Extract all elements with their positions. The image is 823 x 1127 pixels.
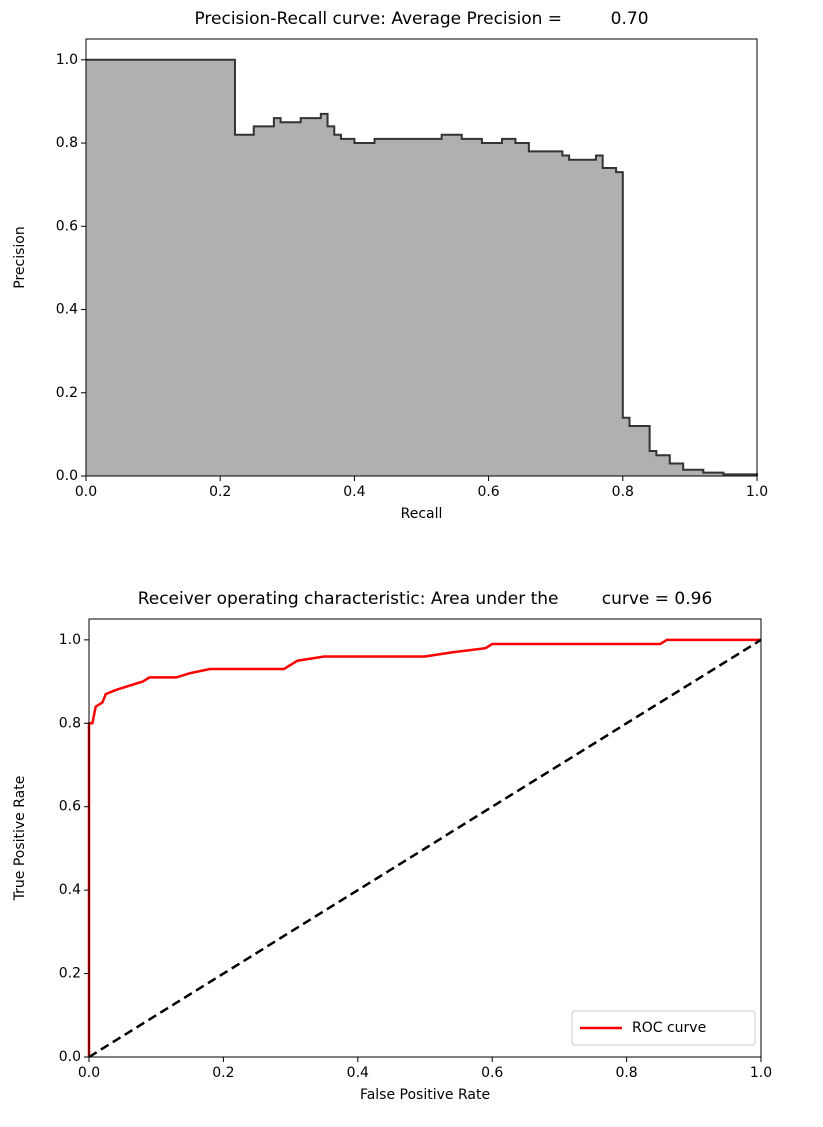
y-tick-label: 0.2: [56, 385, 78, 401]
series-line: [87, 638, 761, 1057]
y-tick-label: 1.0: [56, 52, 78, 68]
y-axis-label: Precision: [12, 226, 28, 288]
legend-label: ROC curve: [632, 1020, 706, 1036]
x-tick-label: 0.8: [612, 484, 634, 500]
legend-box: [571, 1010, 756, 1046]
x-tick-label: 0.2: [212, 1065, 234, 1081]
x-tick-label: 1.0: [750, 1065, 772, 1081]
x-axis-label: False Positive Rate: [360, 1087, 490, 1103]
y-tick-label: 1.0: [59, 632, 81, 648]
plot-frame: [88, 618, 762, 1058]
y-axis-label: True Positive Rate: [12, 776, 28, 902]
x-tick-label: 0.0: [75, 484, 97, 500]
chart-title: Receiver operating characteristic: Area …: [138, 589, 713, 609]
y-tick-label: 0.8: [59, 715, 81, 731]
x-tick-label: 0.0: [78, 1065, 100, 1081]
y-tick-label: 0.4: [56, 302, 78, 318]
y-tick-label: 0.6: [56, 218, 78, 234]
x-tick-label: 0.4: [347, 1065, 369, 1081]
plot-frame: [85, 38, 758, 477]
pr-area: [86, 59, 757, 477]
x-tick-label: 0.4: [343, 484, 365, 500]
x-tick-label: 0.8: [615, 1065, 637, 1081]
x-tick-label: 0.6: [477, 484, 499, 500]
pr-line: [86, 58, 758, 476]
x-tick-label: 0.2: [209, 484, 231, 500]
y-tick-label: 0.0: [56, 468, 78, 484]
y-tick-label: 0.0: [59, 1049, 81, 1065]
x-tick-label: 1.0: [746, 484, 768, 500]
x-tick-label: 0.6: [481, 1065, 503, 1081]
y-tick-label: 0.6: [59, 799, 81, 815]
y-tick-label: 0.4: [59, 882, 81, 898]
y-tick-label: 0.8: [56, 135, 78, 151]
series-line: [88, 638, 762, 1059]
chart-title: Precision-Recall curve: Average Precisio…: [194, 9, 648, 29]
y-tick-label: 0.2: [59, 966, 81, 982]
x-axis-label: Recall: [401, 506, 443, 522]
